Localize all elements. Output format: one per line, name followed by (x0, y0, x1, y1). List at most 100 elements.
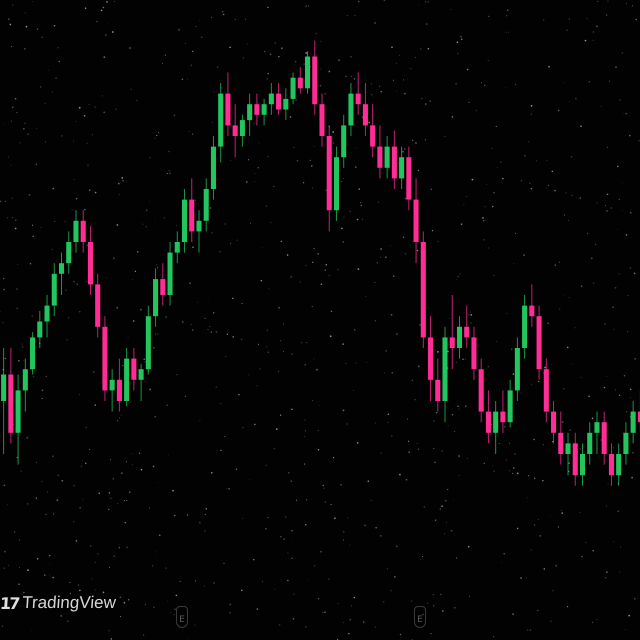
tradingview-logo-icon: 17 (0, 593, 19, 613)
candle-body (464, 326, 470, 338)
event-badge-label: E (417, 615, 423, 625)
candle-body (203, 189, 209, 221)
candle-body (572, 443, 578, 476)
candle-body (428, 337, 434, 380)
candle-body (391, 146, 397, 179)
candle-body (232, 125, 238, 136)
candle-body (297, 77, 303, 89)
candle-body (1, 374, 7, 401)
candle-body (420, 242, 426, 338)
tradingview-logo[interactable]: 17 TradingView (0, 590, 117, 616)
candle-body (500, 411, 506, 423)
candle-body (44, 305, 50, 322)
candle-body (326, 136, 332, 211)
candle-body (456, 326, 463, 348)
candle-body (37, 321, 43, 338)
candle-series (1, 40, 640, 486)
candle-body (8, 374, 14, 433)
candle-body (15, 390, 21, 433)
candle-body (558, 432, 564, 454)
candle-body (247, 104, 253, 121)
candle-body (579, 454, 586, 476)
candle-body (529, 305, 535, 317)
candle-body (594, 422, 600, 433)
candle-body (261, 104, 267, 115)
logo-text: TradingView (21, 593, 117, 612)
candle-body (102, 326, 108, 391)
candle-body (565, 443, 571, 454)
candle-body (51, 273, 57, 306)
earnings-event-icon[interactable]: E (414, 606, 426, 628)
candle-body (80, 220, 86, 242)
candle-body (66, 242, 72, 264)
candle-body (290, 77, 296, 99)
candle-body (608, 454, 614, 476)
earnings-event-icon[interactable]: E (176, 606, 188, 628)
candle-body (153, 279, 159, 317)
candle-body (587, 432, 593, 454)
candle-body (58, 263, 65, 274)
candle-body (189, 199, 195, 232)
candle-body (254, 104, 260, 115)
candle-body (283, 98, 289, 110)
candle-body (514, 348, 520, 391)
candle-body (312, 56, 318, 105)
candle-body (442, 337, 448, 401)
candle-body (95, 284, 101, 327)
candle-body (304, 56, 311, 89)
candle-body (138, 369, 144, 380)
candle-body (276, 93, 282, 110)
candle-body (413, 199, 419, 242)
candle-body (355, 93, 361, 105)
candle-body (493, 411, 499, 433)
candle-body (384, 146, 390, 168)
candle-body (22, 369, 28, 391)
candle-body (268, 93, 274, 105)
candle-body (543, 369, 549, 412)
candle-body (30, 337, 36, 370)
candle-body (174, 242, 180, 253)
candle-body (637, 411, 640, 423)
candle-body (406, 157, 412, 200)
candle-body (630, 411, 636, 433)
candle-body (167, 252, 173, 295)
candle-body (87, 242, 93, 285)
candle-body (536, 316, 542, 370)
candle-body (210, 146, 216, 189)
candle-body (623, 432, 629, 454)
candle-body (507, 390, 513, 423)
candle-body (131, 358, 137, 380)
candle-body (616, 454, 622, 476)
candle-body (196, 220, 202, 232)
candle-body (471, 337, 477, 370)
candle-body (522, 305, 528, 348)
candle-body (362, 104, 368, 126)
candle-body (239, 120, 245, 136)
candle-body (124, 358, 130, 401)
candle-body (181, 199, 188, 242)
candle-body (377, 146, 383, 168)
candle-body (435, 379, 441, 401)
candle-body (225, 93, 231, 126)
candle-body (478, 369, 484, 412)
candle-body (348, 93, 354, 126)
candle-body (370, 125, 376, 147)
candle-body (145, 316, 151, 370)
candle-body (333, 157, 340, 211)
candle-body (399, 157, 405, 179)
candle-body (319, 104, 325, 136)
candle-body (109, 379, 115, 391)
event-badge-label: E (179, 615, 185, 625)
candle-body (485, 411, 491, 433)
candle-body (218, 93, 224, 147)
candle-body (341, 125, 347, 158)
candle-body (160, 279, 166, 295)
candle-body (116, 379, 122, 401)
candle-body (551, 411, 557, 433)
candle-body (449, 337, 455, 348)
candle-body (601, 422, 607, 454)
candle-body (73, 220, 79, 242)
